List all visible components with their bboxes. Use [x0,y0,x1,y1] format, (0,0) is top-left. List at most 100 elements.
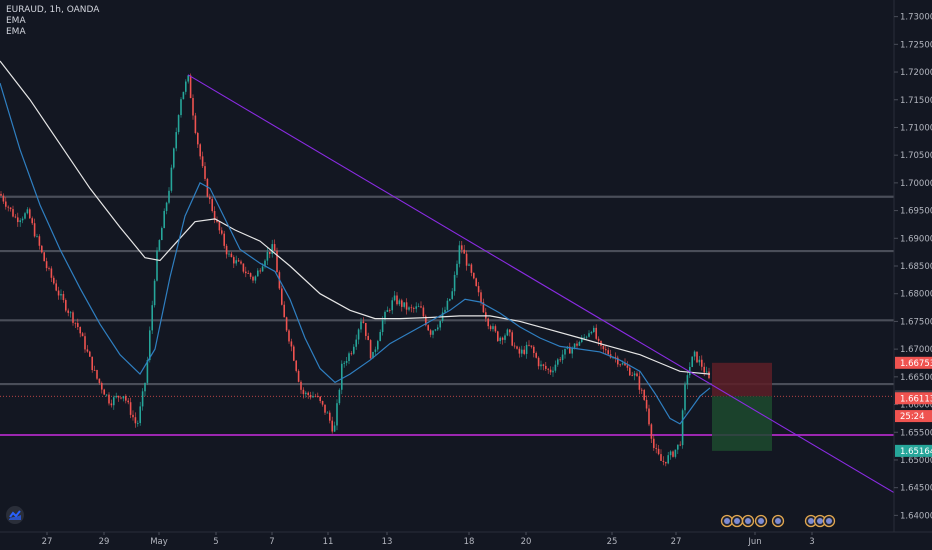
descending-trendline[interactable] [187,74,896,494]
candle-body [497,331,499,342]
candle [187,74,189,84]
candle [242,263,245,274]
price-axis[interactable] [894,0,932,532]
candle [374,346,377,355]
candle [65,298,67,313]
candle [525,341,528,359]
candle-body [583,337,585,339]
candle [468,263,470,266]
candle [465,250,468,271]
candle-body [117,395,120,398]
time-tick-label: 20 [521,537,532,547]
candle-body [254,276,257,281]
candle-body [451,291,453,299]
candle-body [204,166,206,179]
price-tick-label: 1.72000 [900,68,932,78]
candle [324,404,326,415]
candle-body [55,283,57,291]
candle [458,240,461,268]
symbol-title[interactable]: EURAUD, 1h, OANDA [6,5,100,15]
candle [264,259,266,269]
candle [588,330,590,338]
candle [540,360,542,370]
candle [41,245,43,254]
candle-body [276,250,278,273]
candle [228,251,230,258]
candle-body [667,455,669,464]
price-tick-label: 1.70000 [900,179,932,189]
price-tick-label: 1.66000 [900,401,932,411]
candle-body [240,261,242,264]
candle-body [367,335,369,341]
candle-body [324,404,326,413]
event-markers[interactable] [720,514,836,528]
event-marker-icon[interactable] [754,514,768,528]
candle-body [103,389,105,395]
event-marker-icon[interactable] [720,514,734,528]
candle [173,147,175,170]
candle-body [223,233,225,246]
candle [607,347,609,356]
position-zone[interactable] [712,362,772,451]
candle [643,388,645,402]
candle-body [163,210,165,229]
time-axis[interactable] [0,532,932,550]
take-profit-zone[interactable] [712,396,772,451]
candle-body [638,376,641,390]
candle-body [151,305,153,331]
candle [552,366,554,377]
candle-body [317,396,319,397]
candle [110,399,113,408]
candle-body [216,220,218,222]
candle-body [14,216,17,218]
candle-body [259,270,261,272]
candle [554,360,557,373]
candle [24,211,26,220]
candle [617,355,619,368]
event-marker-icon[interactable] [771,514,785,528]
candle [633,370,636,381]
event-marker-icon[interactable] [730,514,744,528]
candle [93,365,96,371]
candle [48,266,50,271]
price-tick-label: 1.70500 [900,151,932,161]
candle [89,350,91,357]
candle [233,255,235,269]
event-marker-icon[interactable] [804,514,818,528]
tradingview-logo-icon[interactable] [6,506,24,524]
candle-body [333,425,336,432]
candle-body [648,408,650,425]
candle [213,206,216,224]
event-marker-icon[interactable] [813,514,827,528]
trendline[interactable] [187,74,896,494]
candle [197,131,199,149]
candle-body [2,195,5,202]
event-marker-icon[interactable] [741,514,755,528]
candle [254,275,257,284]
candle [432,330,434,339]
candle-body [619,364,621,366]
candle-body [189,75,192,99]
event-marker-icon[interactable] [822,514,836,528]
ema-indicator-label[interactable]: EMA [6,16,26,26]
candle [62,290,65,303]
stop-loss-zone[interactable] [712,362,772,397]
candle-body [187,75,189,82]
candle-body [629,367,631,376]
ema-indicator-label[interactable]: EMA [6,27,26,37]
candle-body [209,196,211,200]
candle [701,355,703,371]
candle [331,416,333,434]
candle-body [173,148,175,168]
candle-body [341,363,343,390]
candle [497,330,499,342]
candle-body [45,261,48,269]
candle-body [518,348,521,354]
candle-body [470,264,473,273]
candle-body [194,115,197,134]
candle [84,332,86,353]
candle [132,410,134,421]
candle [600,340,602,350]
candle [105,394,108,397]
